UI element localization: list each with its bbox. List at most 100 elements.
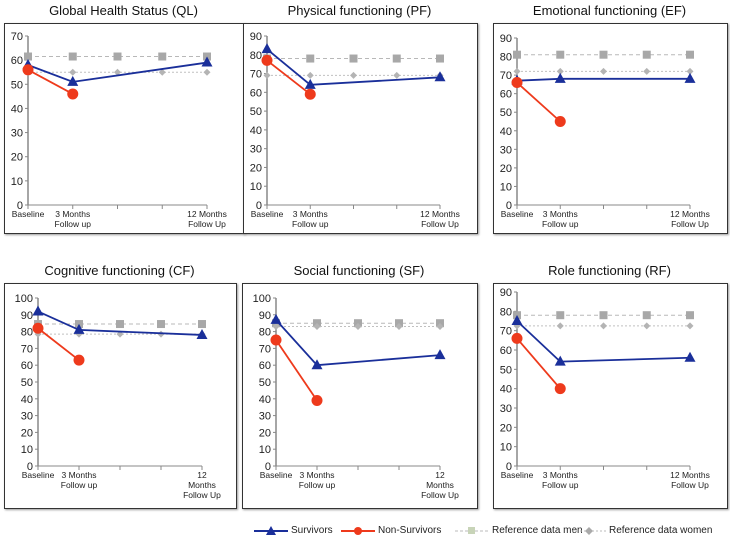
series-line-survivors bbox=[266, 48, 441, 86]
x-tick-label: 12 Months Follow Up bbox=[670, 470, 710, 490]
y-tick-label: 10 bbox=[500, 442, 512, 454]
chart-title: Emotional functioning (EF) bbox=[532, 3, 687, 18]
y-tick-label: 40 bbox=[500, 384, 512, 396]
y-tick-label: 30 bbox=[11, 128, 23, 140]
data-point-survivors bbox=[684, 351, 696, 362]
triangle-marker-icon bbox=[254, 525, 288, 535]
data-point-ref-women bbox=[395, 323, 403, 331]
x-tick-label-line: Months bbox=[188, 480, 216, 490]
data-point-ref-men bbox=[556, 311, 565, 320]
chart-title: Social functioning (SF) bbox=[293, 263, 425, 278]
x-tick-label-line: Follow Up bbox=[421, 490, 459, 500]
x-tick-label-line: Follow up bbox=[292, 219, 329, 229]
data-point-non-survivors bbox=[261, 54, 273, 66]
y-tick-label: 20 bbox=[500, 422, 512, 434]
data-point-non-survivors bbox=[511, 77, 523, 89]
y-tick-label: 40 bbox=[250, 125, 262, 137]
y-tick-label: 80 bbox=[250, 50, 262, 62]
y-tick-label: 90 bbox=[500, 287, 512, 299]
data-point-survivors bbox=[196, 328, 208, 339]
series-line-non-survivors bbox=[275, 339, 318, 401]
y-tick-label: 50 bbox=[500, 364, 512, 376]
y-tick-label: 40 bbox=[11, 103, 23, 115]
x-tick-label-line: 12 Months bbox=[420, 209, 460, 219]
y-tick-label: 60 bbox=[500, 345, 512, 357]
x-tick-label: 12 Months Follow Up bbox=[670, 209, 710, 229]
data-point-ref-women bbox=[75, 330, 83, 338]
data-point-survivors bbox=[684, 72, 696, 83]
data-point-survivors bbox=[434, 71, 446, 82]
data-point-ref-women bbox=[686, 322, 694, 330]
legend-label: Reference data men bbox=[492, 525, 583, 536]
data-point-survivors bbox=[311, 359, 323, 370]
y-tick-label: 0 bbox=[17, 200, 23, 212]
x-tick-label: Baseline bbox=[501, 470, 534, 480]
x-tick-label: 12 Months Follow Up bbox=[420, 209, 460, 229]
y-tick-label: 90 bbox=[259, 310, 271, 322]
legend-non-survivors: Non-Survivors bbox=[341, 525, 441, 536]
data-point-ref-women bbox=[556, 67, 564, 75]
y-tick-label: 40 bbox=[500, 126, 512, 138]
x-tick-label-line: Months bbox=[426, 480, 454, 490]
data-point-ref-women bbox=[69, 68, 77, 76]
y-tick-label: 80 bbox=[500, 306, 512, 318]
x-tick-label: 3 Months Follow up bbox=[299, 470, 336, 490]
data-point-ref-men bbox=[436, 54, 444, 63]
y-tick-label: 20 bbox=[21, 427, 33, 439]
y-tick-label: 80 bbox=[21, 327, 33, 339]
legend: Survivors Non-Survivors Reference data m… bbox=[0, 525, 730, 539]
data-point-ref-men bbox=[686, 311, 694, 320]
x-tick-label: Baseline bbox=[260, 470, 293, 480]
y-tick-label: 90 bbox=[21, 310, 33, 322]
x-tick-label-line: Baseline bbox=[12, 209, 45, 219]
x-tick-label-line: Baseline bbox=[251, 209, 284, 219]
y-tick-label: 60 bbox=[259, 360, 271, 372]
data-point-ref-men bbox=[198, 320, 206, 329]
data-point-non-survivors bbox=[270, 334, 282, 346]
data-point-survivors bbox=[32, 305, 44, 316]
x-tick-label: 12 Months Follow Up bbox=[187, 209, 227, 229]
x-tick-label-line: 12 bbox=[197, 470, 207, 480]
x-tick-label: 3 Months Follow up bbox=[61, 470, 98, 490]
data-point-survivors bbox=[554, 72, 566, 83]
y-tick-label: 20 bbox=[250, 162, 262, 174]
y-tick-label: 70 bbox=[250, 69, 262, 81]
y-tick-label: 30 bbox=[500, 403, 512, 415]
y-tick-label: 50 bbox=[500, 107, 512, 119]
data-point-ref-women bbox=[436, 323, 444, 331]
x-tick-label-line: Follow up bbox=[542, 219, 579, 229]
y-tick-label: 0 bbox=[506, 200, 512, 212]
data-point-survivors bbox=[304, 78, 316, 89]
series-line-non-survivors bbox=[266, 59, 311, 95]
y-tick-label: 90 bbox=[500, 33, 512, 45]
data-point-non-survivors bbox=[554, 116, 566, 127]
y-tick-label: 10 bbox=[500, 181, 512, 193]
chart-panel: 0 10 20 30 40 50 60 70 80 90 Baseline 3 Months Follo… bbox=[243, 23, 478, 234]
data-point-non-survivors bbox=[32, 322, 44, 334]
x-tick-label-line: Baseline bbox=[260, 470, 293, 480]
x-tick-label-line: Baseline bbox=[501, 470, 534, 480]
y-tick-label: 70 bbox=[11, 31, 23, 43]
data-point-survivors bbox=[270, 313, 282, 324]
x-tick-label: Baseline bbox=[251, 209, 284, 219]
y-tick-label: 20 bbox=[500, 163, 512, 175]
chart-svg: 0 10 20 30 40 50 60 70 Baseline 3 Months Follow up… bbox=[11, 31, 227, 229]
chart-panel: 0 10 20 30 40 50 60 70 80 90 Baseline 3 Months Follo… bbox=[493, 283, 728, 509]
data-point-non-survivors bbox=[511, 332, 523, 344]
y-tick-label: 60 bbox=[21, 360, 33, 372]
data-point-survivors bbox=[73, 323, 85, 334]
chart-panel: 0 10 20 30 40 50 60 70 80 90 Baseline 3 Months Follo… bbox=[493, 23, 728, 234]
x-tick-label: Baseline bbox=[22, 470, 55, 480]
y-tick-label: 60 bbox=[11, 55, 23, 67]
legend-ref-women: Reference data women bbox=[572, 525, 712, 536]
data-point-ref-women bbox=[350, 71, 357, 79]
data-point-ref-men bbox=[392, 54, 401, 63]
chart-title: Cognitive functioning (CF) bbox=[44, 263, 195, 278]
chart-panel: 0 10 20 30 40 50 60 70 Baseline 3 Months Follow up… bbox=[4, 23, 245, 234]
series-line-non-survivors bbox=[516, 337, 561, 390]
data-point-ref-women bbox=[393, 71, 401, 79]
circle-marker-icon bbox=[341, 526, 375, 535]
y-tick-label: 0 bbox=[265, 461, 271, 473]
